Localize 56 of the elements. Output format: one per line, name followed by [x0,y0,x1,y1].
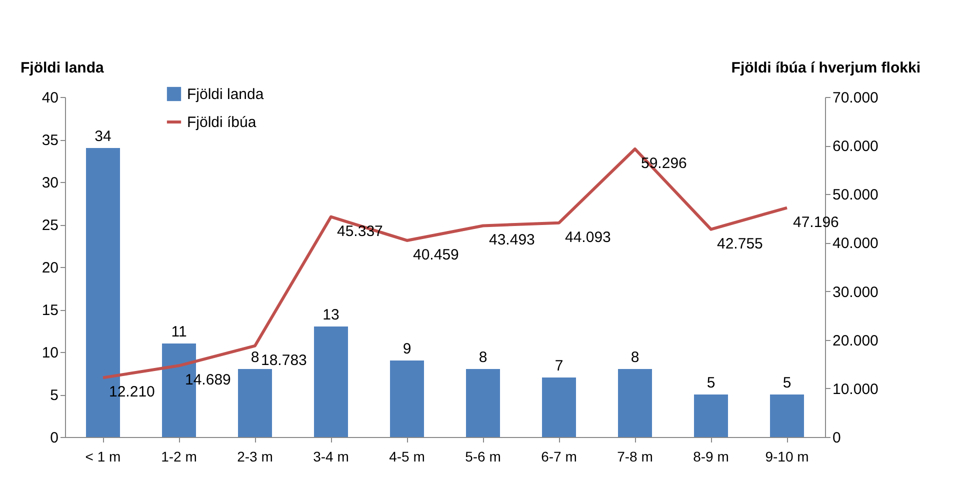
y-tick-label: 0 [50,430,58,446]
x-tick-label: 8-9 m [693,448,729,464]
bar [618,369,652,437]
y-tick-label: 10 [42,344,58,362]
y-tick-label: 15 [42,302,58,319]
y2-tick-label: 70.000 [832,90,878,106]
y-tick-label: 40 [42,90,58,106]
data-label: 45.337 [337,222,383,240]
bar [770,394,804,437]
bar [694,394,728,437]
data-label: 7 [554,358,564,374]
y2-tick-label: 20.000 [832,332,878,350]
data-label: 43.493 [489,232,535,249]
y-tick-label: 5 [50,387,58,404]
y2-tick-label: 30.000 [832,284,878,301]
y-tick-label: 30 [42,174,58,192]
data-label: 47.196 [793,214,839,231]
y-tick-label: 20 [42,260,58,276]
bar [238,369,272,437]
data-label: 18.783 [261,352,307,369]
x-tick-label: < 1 m [85,448,121,464]
data-label: 42.755 [717,235,763,252]
data-label: 5 [706,374,716,392]
bar [390,360,424,437]
y-axis-title: Fjöldi landa [20,60,104,76]
x-tick-label: 6-7 m [541,448,577,464]
data-label: 8 [478,349,488,366]
data-label: 13 [322,306,340,324]
data-label: 5 [782,374,792,392]
legend-label: Fjöldi landa [187,86,264,103]
data-label: 44.093 [565,228,611,246]
y2-axis-title: Fjöldi íbúa í hverjum flokki [731,60,920,76]
x-tick-label: 5-6 m [465,448,501,464]
y2-tick-label: 10.000 [832,380,878,398]
data-label: 40.459 [413,246,459,264]
data-label: 11 [171,324,187,340]
y2-tick-label: 0 [832,430,841,446]
x-tick-label: 1-2 m [161,448,197,464]
y-tick-label: 35 [42,132,58,149]
x-tick-label: 7-8 m [617,448,653,464]
data-label: 34 [94,128,112,145]
bar [314,326,348,437]
x-tick-label: 2-3 m [237,448,273,464]
y-tick-label: 25 [42,217,58,234]
data-label: 9 [402,340,412,358]
bar [466,369,500,437]
x-tick-label: 3-4 m [313,448,349,464]
y2-tick-label: 50.000 [832,186,878,204]
bar [542,378,576,437]
data-label: 8 [250,349,260,366]
legend-label: Fjöldi íbúa [187,114,257,131]
data-label: 8 [630,349,640,366]
x-tick-label: 9-10 m [765,448,809,464]
x-tick-label: 4-5 m [389,448,425,464]
y2-tick-label: 40.000 [832,235,878,252]
y2-tick-label: 60.000 [832,138,878,156]
